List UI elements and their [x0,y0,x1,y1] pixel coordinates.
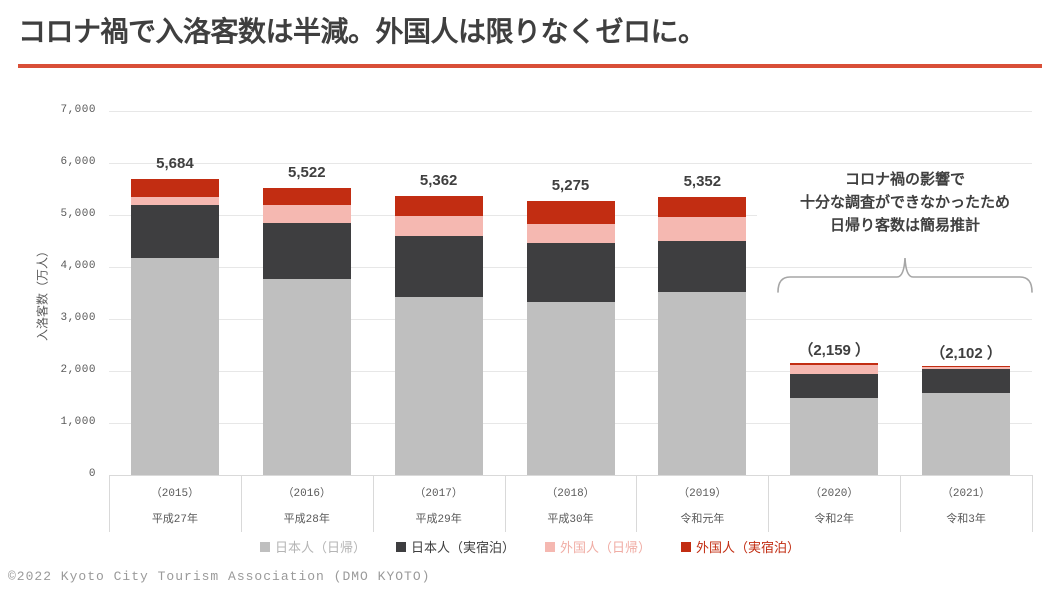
covid-annotation: コロナ禍の影響で十分な調査ができなかったため 日帰り客数は簡易推計 [757,168,1053,237]
category-separator [109,475,110,532]
bar-2018-segment-2 [526,224,615,243]
bar-total-label: （2,102 ） [930,344,1002,362]
page-title: コロナ禍で入洛客数は半減。外国人は限りなくゼロに。 [18,16,706,47]
bar-2020-segment-1 [790,373,879,398]
category-separator [768,475,770,532]
bar-2021-segment-2 [922,366,1011,370]
bar-2017-segment-0 [394,297,483,475]
x-label-year: （2017） [414,488,463,500]
bar-2020-segment-0 [790,397,879,475]
legend-item: 日本人（実宿泊） [395,537,515,556]
x-label-era: 平成27年 [151,514,199,526]
x-label-era: 平成28年 [283,514,330,526]
legend-label: 外国人（日帰） [560,540,652,555]
annotation-line: 十分な調査ができなかったため [799,194,1010,211]
y-tick-label: 3,000 [60,312,96,324]
legend-item: 日本人（日帰） [259,537,366,556]
bar-total-label: 5,352 [683,172,722,190]
chart-legend: 日本人（日帰） 日本人（実宿泊） 外国人（日帰） 外国人（実宿泊） [0,537,1060,556]
x-label-year: （2015） [150,488,200,500]
bar-total-label: （2,159 ） [798,341,871,359]
x-label-year: （2021） [941,488,991,500]
x-label-year: （2018） [546,488,595,500]
category-separator [240,475,242,532]
grid-line [109,111,1032,112]
bar-2019-segment-3 [658,196,747,217]
y-tick-label: 2,000 [60,364,96,376]
x-label-era: 平成30年 [547,514,594,526]
x-axis-line [109,475,1032,476]
category-separator [636,475,638,532]
legend-label: 日本人（日帰） [274,540,366,555]
bar-2019-segment-2 [658,216,747,241]
bar-2018-segment-3 [526,200,615,225]
grid-line [109,163,1032,164]
bar-2015-segment-1 [130,205,219,259]
brace-bracket [777,257,1033,293]
legend-swatch [395,541,406,552]
bar-2017-segment-1 [394,236,483,298]
x-label-era: 令和元年 [680,514,725,526]
bar-2020-segment-3 [790,362,879,365]
bar-2016-segment-1 [262,222,351,279]
annotation-line: コロナ禍の影響で [844,171,965,188]
bar-2015-segment-0 [130,258,219,475]
bar-2017-segment-2 [394,215,483,237]
bar-2019-segment-0 [658,291,747,475]
legend-swatch [681,541,692,552]
bar-2019-segment-1 [658,240,747,292]
bar-2016-segment-3 [262,187,351,205]
category-separator [372,475,374,532]
y-tick-label: 5,000 [60,208,96,220]
legend-label: 日本人（実宿泊） [410,540,515,555]
y-tick-label: 7,000 [60,104,96,116]
category-separator [900,475,902,532]
bar-2016-segment-2 [262,204,351,223]
bar-total-label: 5,684 [156,155,194,173]
bar-2021-segment-3 [922,365,1011,367]
legend-item: 外国人（日帰） [545,537,651,556]
legend-swatch [259,541,270,552]
x-label-year: （2019） [678,488,727,500]
annotation-line: 日帰り客数は簡易推計 [829,217,980,234]
legend-swatch [545,541,555,552]
bar-2021-segment-1 [922,369,1011,394]
y-tick-label: 6,000 [60,156,96,168]
x-label-era: 平成29年 [415,514,462,526]
category-separator [1032,475,1033,532]
y-tick-label: 4,000 [60,260,96,272]
bar-2021-segment-0 [922,393,1011,475]
copyright-footer: ©2022 Kyoto City Tourism Association (DM… [8,569,431,584]
y-tick-label: 1,000 [60,416,96,428]
bar-2017-segment-3 [394,196,483,216]
bar-2020-segment-2 [790,364,879,374]
bar-2015-segment-2 [130,197,219,206]
bar-total-label: 5,522 [288,163,326,181]
bar-2016-segment-0 [262,278,351,475]
x-label-era: 令和2年 [814,514,854,526]
x-label-year: （2020） [810,488,859,500]
bar-total-label: 5,275 [551,176,590,194]
bar-2018-segment-0 [526,301,615,475]
y-tick-label: 0 [88,468,96,480]
legend-label: 外国人（実宿泊） [696,540,801,555]
bar-2018-segment-1 [526,242,615,302]
category-separator [504,475,506,532]
legend-item: 外国人（実宿泊） [681,537,800,556]
x-label-year: （2016） [282,488,331,500]
bar-2015-segment-3 [130,179,219,198]
title-underline [18,64,1042,68]
bar-total-label: 5,362 [419,172,458,190]
x-label-era: 令和3年 [946,514,986,526]
